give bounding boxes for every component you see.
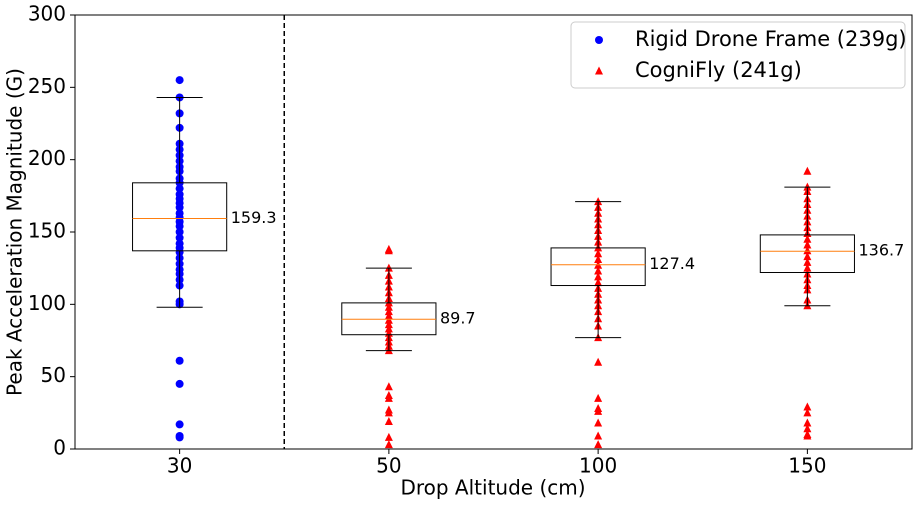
x-tick-label: 150 xyxy=(788,454,826,478)
point xyxy=(594,440,603,449)
y-tick-label: 0 xyxy=(53,436,66,460)
point xyxy=(384,382,393,391)
point xyxy=(384,307,393,316)
median-label: 127.4 xyxy=(649,254,695,273)
box xyxy=(759,234,855,274)
point xyxy=(175,379,184,388)
point xyxy=(594,249,603,258)
y-tick-label: 300 xyxy=(28,2,66,26)
point xyxy=(384,324,393,333)
point xyxy=(175,356,184,365)
point xyxy=(803,240,812,249)
point xyxy=(803,166,812,175)
y-tick-label: 250 xyxy=(28,74,66,98)
x-tick-label: 100 xyxy=(579,454,617,478)
point xyxy=(384,440,393,449)
x-axis-label: Drop Altitude (cm) xyxy=(400,476,585,500)
point xyxy=(175,222,184,231)
point xyxy=(175,228,184,236)
x-tick-label: 30 xyxy=(167,454,192,478)
point xyxy=(594,266,603,275)
point xyxy=(594,431,603,440)
point xyxy=(803,431,812,440)
point xyxy=(175,203,184,212)
box xyxy=(550,247,646,287)
point xyxy=(175,433,184,442)
plot-frame xyxy=(74,14,913,450)
legend-text: CogniFly (241g) xyxy=(635,58,802,82)
point xyxy=(384,302,393,311)
median-label: 89.7 xyxy=(440,309,476,328)
point xyxy=(175,233,184,242)
point xyxy=(594,357,603,366)
point xyxy=(594,278,603,287)
point xyxy=(384,246,393,255)
point xyxy=(384,417,393,426)
point xyxy=(803,263,812,272)
y-tick-label: 200 xyxy=(28,146,66,170)
y-axis-label: Peak Acceleration Magnitude (G) xyxy=(3,68,27,396)
y-tick-label: 150 xyxy=(28,219,66,243)
box xyxy=(132,182,228,252)
legend-text: Rigid Drone Frame (239g) xyxy=(635,27,907,51)
median-label: 159.3 xyxy=(231,208,277,227)
point xyxy=(595,36,603,44)
point xyxy=(803,246,812,255)
point xyxy=(803,402,812,411)
point xyxy=(384,311,393,320)
point xyxy=(594,272,603,281)
point xyxy=(595,66,603,75)
median-label: 136.7 xyxy=(858,241,904,260)
point xyxy=(803,257,812,266)
point xyxy=(384,320,393,329)
point xyxy=(594,418,603,427)
point xyxy=(594,393,603,402)
y-tick-label: 100 xyxy=(28,291,66,315)
point xyxy=(803,408,812,417)
legend-box xyxy=(570,21,906,89)
point xyxy=(175,76,184,85)
point xyxy=(175,420,184,429)
point xyxy=(594,254,603,263)
y-tick-label: 50 xyxy=(41,363,66,387)
point xyxy=(803,252,812,261)
x-tick-label: 50 xyxy=(376,454,401,478)
point xyxy=(384,408,393,417)
point xyxy=(803,424,812,433)
point xyxy=(803,234,812,243)
point xyxy=(384,432,393,441)
point xyxy=(803,418,812,427)
point xyxy=(384,315,393,324)
point xyxy=(594,406,603,415)
point xyxy=(175,184,184,193)
point xyxy=(384,393,393,402)
